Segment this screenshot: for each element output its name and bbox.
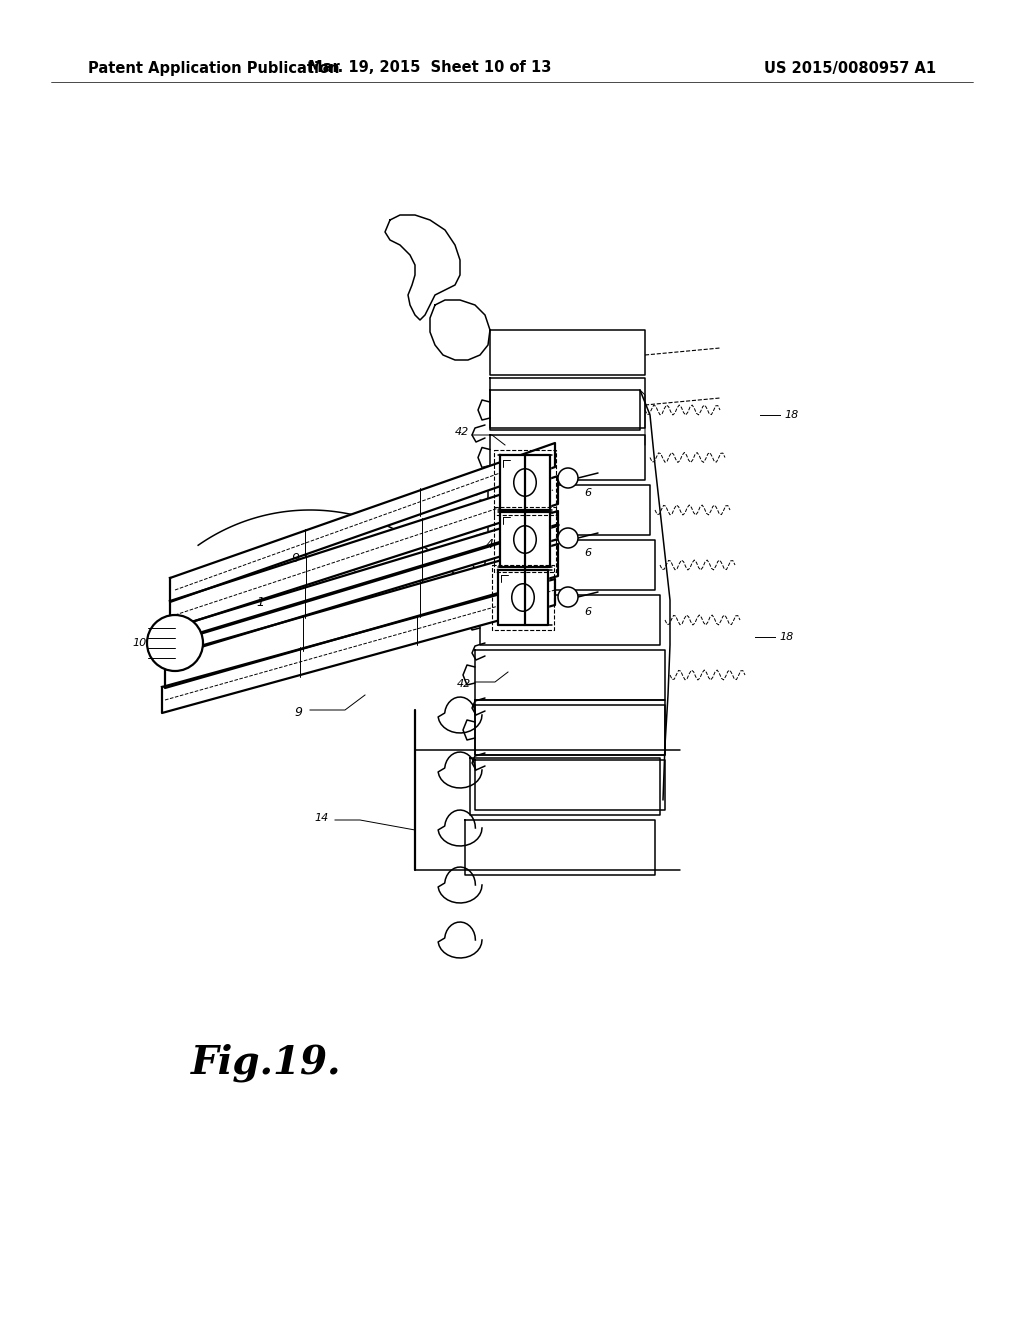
Polygon shape (465, 820, 655, 875)
Polygon shape (490, 378, 645, 428)
Text: 6: 6 (585, 607, 592, 616)
Polygon shape (170, 444, 555, 602)
Polygon shape (165, 544, 558, 688)
Text: Mar. 19, 2015  Sheet 10 of 13: Mar. 19, 2015 Sheet 10 of 13 (308, 61, 552, 75)
Text: US 2015/0080957 A1: US 2015/0080957 A1 (764, 61, 936, 75)
Text: 18: 18 (780, 632, 795, 642)
Polygon shape (480, 595, 660, 645)
Text: 42: 42 (457, 678, 471, 689)
Polygon shape (475, 700, 665, 755)
Polygon shape (385, 215, 460, 319)
Polygon shape (485, 540, 655, 590)
Polygon shape (475, 760, 665, 810)
Polygon shape (430, 300, 490, 360)
Text: 6: 6 (585, 548, 592, 558)
Polygon shape (500, 512, 550, 568)
Text: Fig.19.: Fig.19. (191, 1043, 341, 1082)
Polygon shape (470, 758, 660, 814)
Polygon shape (488, 484, 650, 535)
Polygon shape (490, 330, 645, 375)
Text: 1: 1 (256, 597, 264, 610)
Polygon shape (500, 455, 550, 510)
Bar (494, 450, 556, 515)
Text: 18: 18 (784, 411, 799, 420)
Bar (494, 507, 556, 572)
Polygon shape (490, 436, 645, 480)
Text: 10: 10 (133, 638, 147, 648)
Text: 42: 42 (455, 426, 469, 437)
Polygon shape (475, 649, 665, 700)
Polygon shape (168, 511, 558, 657)
Polygon shape (170, 477, 558, 630)
Text: 9: 9 (294, 705, 302, 718)
Text: 4: 4 (486, 539, 494, 552)
Polygon shape (162, 579, 555, 713)
Circle shape (147, 615, 203, 671)
Circle shape (558, 469, 578, 488)
Text: 6: 6 (585, 488, 592, 498)
Text: 14: 14 (314, 813, 329, 822)
Text: Patent Application Publication: Patent Application Publication (88, 61, 340, 75)
Bar (492, 565, 554, 630)
Polygon shape (490, 389, 640, 430)
Polygon shape (475, 705, 665, 755)
Circle shape (558, 587, 578, 607)
Polygon shape (498, 570, 548, 624)
Text: 9: 9 (291, 552, 299, 565)
Circle shape (558, 528, 578, 548)
